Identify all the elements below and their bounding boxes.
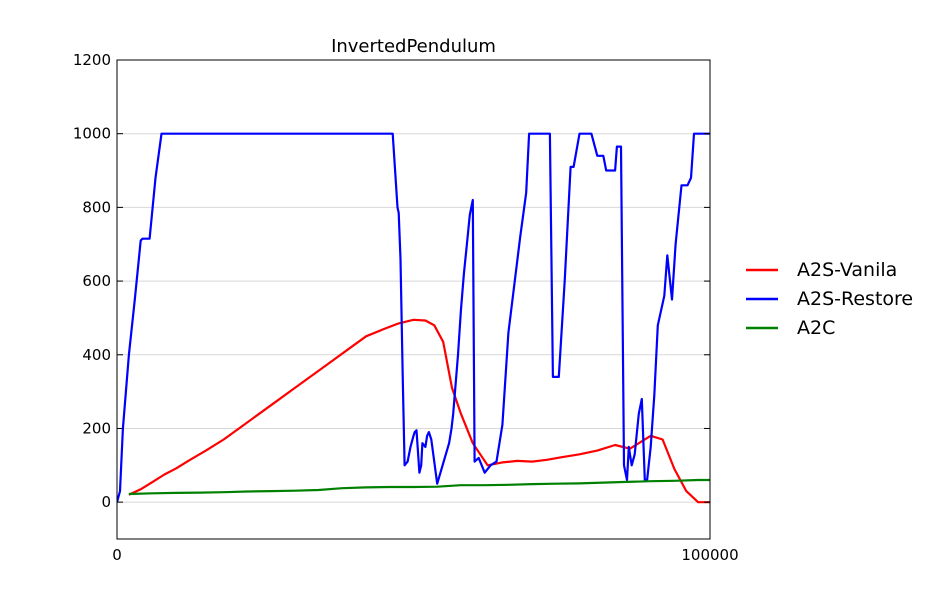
series-line-a2s-restore (117, 132, 710, 503)
x-tick-label: 100000 (681, 546, 738, 564)
x-tick-label: 0 (112, 546, 122, 564)
series-line-a2c (128, 478, 710, 496)
y-tick-label: 1200 (73, 51, 111, 69)
y-tick-label: 400 (82, 346, 111, 364)
plot-area-frame (116, 59, 711, 540)
y-tick-label: 0 (101, 493, 111, 511)
y-tick-label: 800 (82, 198, 111, 216)
y-tick-label: 200 (82, 419, 111, 437)
series-layer (117, 132, 710, 504)
legend-label: A2C (797, 317, 835, 339)
y-tick-label: 1000 (73, 125, 111, 143)
y-axis: 0 200 400 600 800 1000 1200 (73, 51, 710, 511)
x-axis: 0 100000 (112, 60, 739, 564)
series-line-a2s-vanila (128, 318, 710, 504)
legend: A2S-Vanila A2S-Restore A2C (746, 259, 913, 339)
chart-title: InvertedPendulum (331, 36, 496, 57)
legend-label: A2S-Restore (797, 288, 913, 310)
legend-label: A2S-Vanila (797, 259, 897, 281)
y-tick-label: 600 (82, 272, 111, 290)
